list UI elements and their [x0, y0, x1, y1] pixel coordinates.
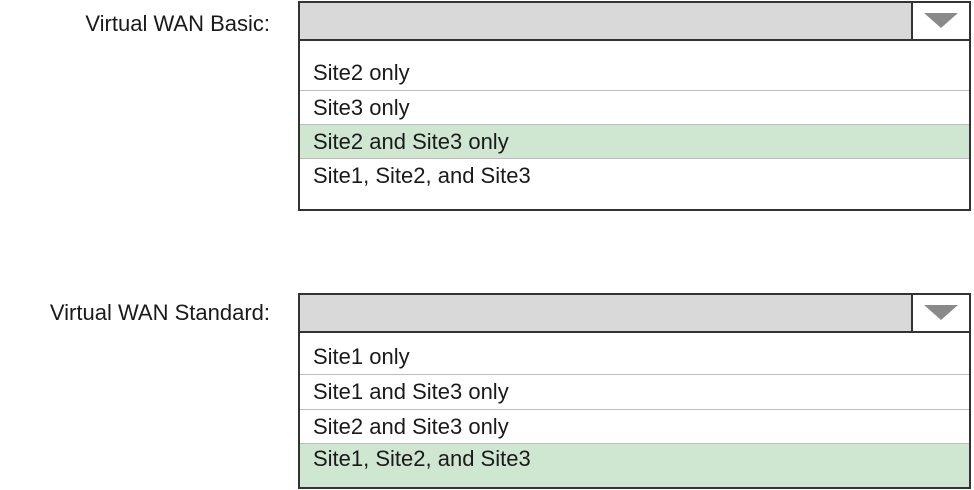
- virtual-wan-standard-label: Virtual WAN Standard:: [49, 300, 270, 325]
- dropdown-toggle-button[interactable]: [911, 295, 969, 331]
- dropdown-option[interactable]: Site1 only: [313, 344, 410, 369]
- dropdown-option[interactable]: Site1, Site2, and Site3: [300, 158, 969, 192]
- dropdown-header[interactable]: [300, 3, 969, 41]
- dropdown-toggle-button[interactable]: [911, 3, 969, 39]
- dropdown-option[interactable]: Site2 only: [313, 60, 410, 85]
- dropdown-option[interactable]: Site2 and Site3 only: [300, 409, 969, 443]
- virtual-wan-basic-dropdown[interactable]: Site2 only Site3 only Site2 and Site3 on…: [298, 1, 971, 211]
- dropdown-option-selected[interactable]: Site1, Site2, and Site3: [300, 443, 969, 487]
- virtual-wan-standard-dropdown[interactable]: Site1 only Site1 and Site3 only Site2 an…: [298, 293, 971, 489]
- virtual-wan-basic-label: Virtual WAN Basic:: [85, 11, 270, 36]
- dropdown-header[interactable]: [300, 295, 969, 333]
- chevron-down-icon: [924, 305, 958, 320]
- dropdown-option-selected[interactable]: Site2 and Site3 only: [300, 124, 969, 158]
- dropdown-option[interactable]: Site1 and Site3 only: [300, 374, 969, 408]
- dropdown-option[interactable]: Site3 only: [300, 90, 969, 124]
- chevron-down-icon: [924, 13, 958, 28]
